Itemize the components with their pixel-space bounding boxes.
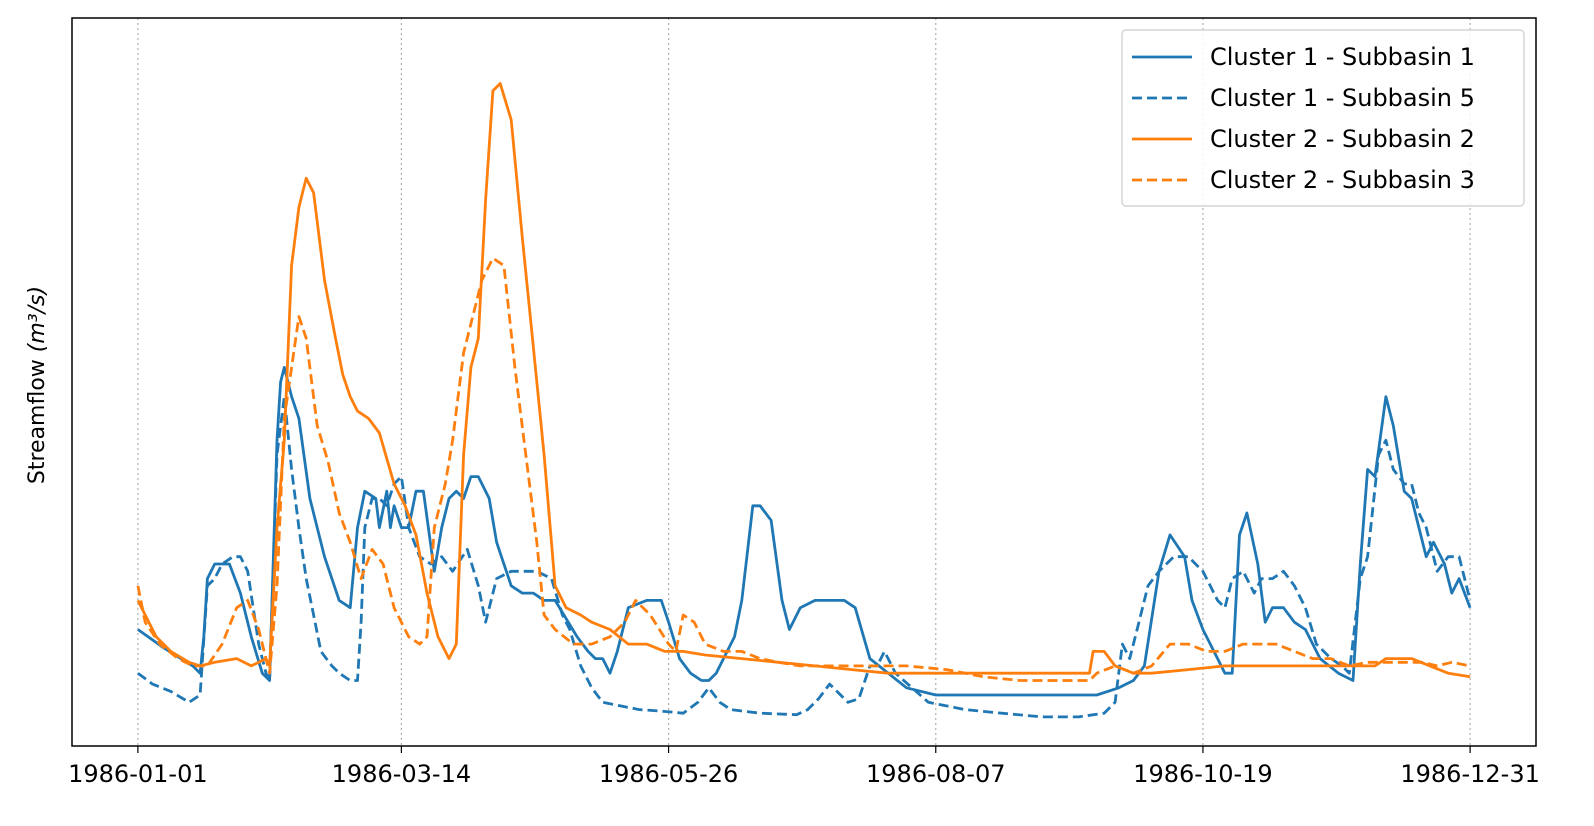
plot-area: [136, 82, 1472, 719]
series-line-1: [137, 366, 1472, 697]
x-tick-label-5: 1986-12-31: [1400, 760, 1539, 788]
legend-label-4: Cluster 2 - Subbasin 3: [1210, 166, 1475, 194]
y-axis-unit: (m³/s): [25, 286, 50, 352]
x-tick-label-3: 1986-08-07: [866, 760, 1005, 788]
legend: Cluster 1 - Subbasin 1 Cluster 1 - Subbas…: [1121, 29, 1525, 207]
series-line-2: [137, 395, 1472, 719]
plot-frame: [71, 17, 1537, 747]
series-line-4: [136, 256, 1471, 682]
legend-box: [1121, 29, 1525, 207]
x-axis: 1986-01-01 1986-03-14 1986-05-26 1986-08-07…: [68, 746, 1540, 788]
legend-label-3: Cluster 2 - Subbasin 2: [1210, 125, 1475, 153]
legend-label-2: Cluster 1 - Subbasin 5: [1210, 84, 1475, 112]
x-tick-label-0: 1986-01-01: [68, 760, 207, 788]
legend-label-1: Cluster 1 - Subbasin 1: [1210, 43, 1475, 71]
x-tick-label-2: 1986-05-26: [599, 760, 738, 788]
x-tick-label-4: 1986-10-19: [1133, 760, 1272, 788]
y-axis-label: Streamflow (m³/s): [25, 286, 50, 484]
x-tick-label-1: 1986-03-14: [332, 760, 471, 788]
